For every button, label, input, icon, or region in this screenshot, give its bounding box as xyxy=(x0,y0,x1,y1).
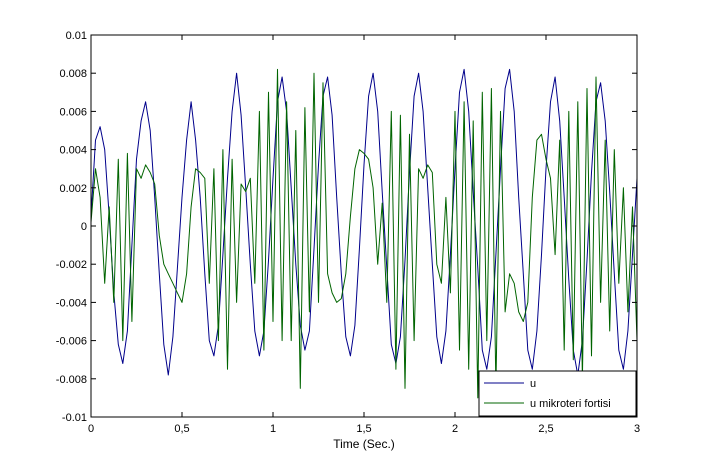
x-axis-label: Time (Sec.) xyxy=(333,437,395,451)
x-tick-label: 3 xyxy=(634,423,640,435)
y-tick-label: 0.01 xyxy=(66,30,87,42)
x-tick-label: 1 xyxy=(270,423,276,435)
x-tick-label: 0 xyxy=(88,423,94,435)
y-tick-label: -0.01 xyxy=(62,412,87,424)
series-line-u-mikroteri-fortisi xyxy=(90,68,638,399)
legend-box xyxy=(478,370,637,417)
y-tick-label: -0.008 xyxy=(56,374,87,386)
legend: u u mikroteri fortisi xyxy=(478,370,637,417)
y-tick-label: 0.006 xyxy=(59,106,87,118)
y-axis: -0.01 -0.008 -0.006 -0.004 -0.002 0 0.002 0.004… xyxy=(56,30,637,424)
plot-area xyxy=(91,35,637,417)
y-tick-label: 0 xyxy=(81,221,87,233)
y-tick-label: -0.004 xyxy=(56,297,87,309)
x-tick-label: 2,5 xyxy=(538,423,553,435)
x-tick-label: 1,5 xyxy=(356,423,371,435)
x-tick-label: 2 xyxy=(452,423,458,435)
series-line-u xyxy=(90,68,638,376)
legend-label-u: u xyxy=(530,378,536,390)
y-tick-label: 0.002 xyxy=(59,183,87,195)
legend-label-u-mikroteri-fortisi: u mikroteri fortisi xyxy=(530,398,611,410)
y-tick-label: -0.002 xyxy=(56,259,87,271)
series-layer xyxy=(90,68,638,399)
y-tick-label: -0.006 xyxy=(56,336,87,348)
x-tick-label: 0,5 xyxy=(174,423,189,435)
x-axis: 0 0,5 1 1,5 2 2,5 3 xyxy=(88,35,640,435)
y-tick-label: 0.004 xyxy=(59,145,87,157)
y-tick-label: 0.008 xyxy=(59,68,87,80)
